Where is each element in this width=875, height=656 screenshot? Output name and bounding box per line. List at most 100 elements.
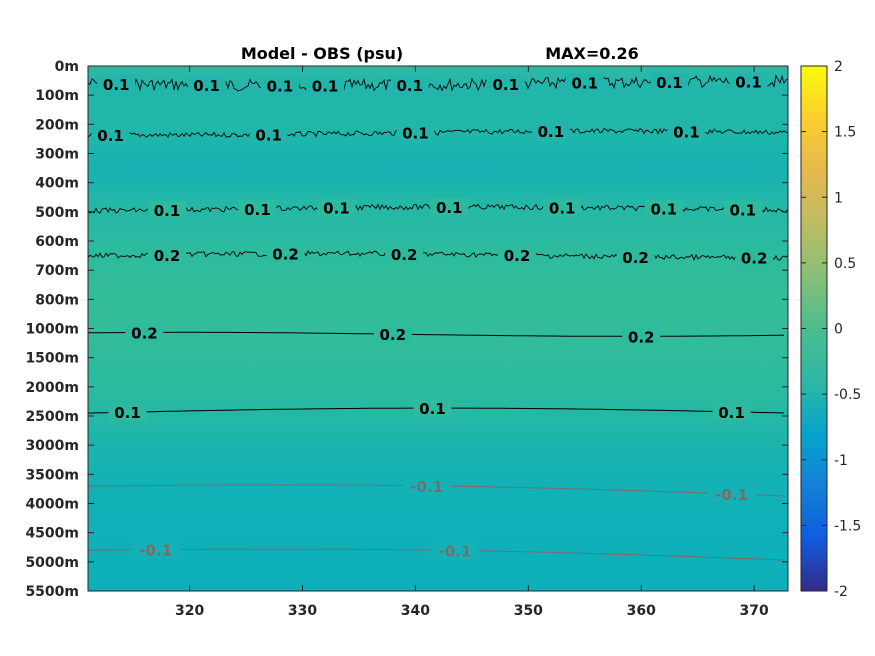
- contour-label: 0.1: [103, 76, 130, 94]
- contour-label-background: [306, 76, 345, 95]
- contour-label-background: [390, 75, 429, 94]
- contour-label: 0.2: [272, 246, 299, 264]
- contour-label: 0.1: [267, 77, 294, 95]
- contour-label-background: [317, 198, 356, 217]
- y-axis: 0m 100m 200m 300m 400m 500m 600m 700m 800m 1000m 1…: [25, 59, 788, 600]
- contour-label-background: [735, 248, 774, 267]
- y-tick-label: 2000m: [25, 380, 79, 396]
- contour-label-background: [108, 403, 147, 422]
- colorbar-tick-label: 2: [834, 59, 843, 75]
- y-tick-label: 5000m: [25, 555, 79, 571]
- y-tick-label: 600m: [35, 234, 79, 250]
- contour-label-background: [498, 246, 537, 265]
- chart-title-right: MAX=0.26: [545, 44, 639, 63]
- contour-label-background: [543, 198, 582, 217]
- contour-label-background: [707, 484, 756, 503]
- contour-label: 0.1: [538, 123, 565, 141]
- y-tick-label: 4500m: [25, 526, 79, 542]
- contour-label: 0.1: [396, 77, 423, 95]
- x-tick-label: 360: [627, 603, 656, 619]
- colorbar-tick-label: -1: [834, 453, 848, 469]
- colorbar-ticks: 2 1.5 1 0.5 0 -0.5 -1 -1.5 -2: [801, 59, 861, 600]
- y-tick-label: 400m: [35, 176, 79, 192]
- y-tick-label: 2500m: [25, 409, 79, 425]
- contour-label-background: [650, 72, 689, 91]
- y-tick-label: 100m: [35, 88, 79, 104]
- contour-label-background: [729, 72, 768, 91]
- colorbar-tick-label: 0: [834, 322, 843, 338]
- contour-label-background: [486, 74, 525, 93]
- contour-label-background: [373, 325, 412, 344]
- x-tick-label: 350: [514, 603, 543, 619]
- contour-label-background: [616, 247, 655, 266]
- contour-label-background: [91, 125, 130, 144]
- contour-label: 0.1: [673, 123, 700, 141]
- contour-label: 0.1: [97, 127, 124, 145]
- contour-label: 0.1: [114, 404, 141, 422]
- colorbar-tick-label: -2: [834, 584, 848, 600]
- y-tick-label: 1000m: [25, 322, 79, 338]
- x-axis: 320 330 340 350 360 370: [175, 66, 769, 619]
- contour-label: 0.1: [549, 199, 576, 217]
- x-tick-label: 320: [175, 603, 204, 619]
- contour-label: -0.1: [139, 542, 172, 560]
- y-tick-label: 700m: [35, 263, 79, 279]
- contour-label-background: [249, 125, 288, 144]
- contour-label-background: [723, 200, 762, 219]
- contour-label-background: [260, 76, 299, 95]
- contour-line: [88, 250, 788, 262]
- contour-label-background: [187, 75, 226, 94]
- contour-label: 0.1: [419, 400, 446, 418]
- contour-label: 0.1: [651, 201, 678, 219]
- contour-label: 0.2: [741, 250, 768, 268]
- contour-label-background: [565, 73, 604, 92]
- contour-label: -0.1: [410, 478, 443, 496]
- colorbar: 2 1.5 1 0.5 0 -0.5 -1 -1.5 -2: [800, 59, 861, 600]
- y-tick-label: 3500m: [25, 467, 79, 483]
- y-tick-label: 300m: [35, 147, 79, 163]
- contour-label-background: [131, 540, 180, 559]
- y-tick-label: 500m: [35, 205, 79, 221]
- y-tick-label: 0m: [55, 59, 79, 75]
- contour-label-layer: 0.1 0.1 0.1 0.1 0.1 0.1 0.1 0.1 0.1 0.1 0.1 0.1 0.1 0…: [91, 72, 774, 560]
- contour-label: 0.1: [492, 76, 519, 94]
- contour-label-background: [622, 327, 661, 346]
- contour-label: 0.2: [391, 246, 418, 264]
- contour-label: 0.2: [504, 247, 531, 265]
- contour-label: 0.2: [622, 249, 649, 267]
- contour-label-background: [148, 201, 187, 220]
- contour-label-background: [125, 323, 164, 342]
- contour-label-background: [148, 245, 187, 264]
- contour-label: 0.1: [656, 74, 683, 92]
- contour-label: 0.1: [735, 74, 762, 92]
- contour-label: 0.2: [380, 326, 407, 344]
- x-tick-label: 330: [288, 603, 317, 619]
- y-tick-label: 4000m: [25, 497, 79, 513]
- y-tick-label: 3000m: [25, 438, 79, 454]
- contour-label: 0.1: [255, 127, 282, 145]
- contour-label: 0.1: [571, 75, 598, 93]
- contour-label: 0.1: [312, 77, 339, 95]
- contour-label: 0.1: [193, 77, 220, 95]
- x-tick-label: 370: [740, 603, 769, 619]
- contour-label: 0.2: [628, 328, 655, 346]
- contour-label-background: [396, 123, 435, 142]
- contour-label-background: [430, 197, 469, 216]
- contour-label: 0.2: [131, 324, 158, 342]
- contour-label-background: [385, 244, 424, 263]
- colorbar-tick-label: -1.5: [834, 518, 861, 534]
- chart-title-left: Model - OBS (psu): [241, 44, 403, 63]
- contour-label-background: [667, 122, 706, 141]
- contour-label-background: [712, 402, 751, 421]
- contour-label: 0.1: [154, 202, 181, 220]
- colorbar-tick-label: -0.5: [834, 387, 861, 403]
- contour-label: 0.1: [730, 202, 757, 220]
- contour-label-background: [238, 199, 277, 218]
- y-tick-label: 800m: [35, 292, 79, 308]
- contour-label-background: [531, 122, 570, 141]
- y-tick-label: 1500m: [25, 351, 79, 367]
- contour-label: 0.1: [244, 201, 271, 219]
- contour-label-background: [266, 244, 305, 263]
- contour-label-background: [97, 74, 136, 93]
